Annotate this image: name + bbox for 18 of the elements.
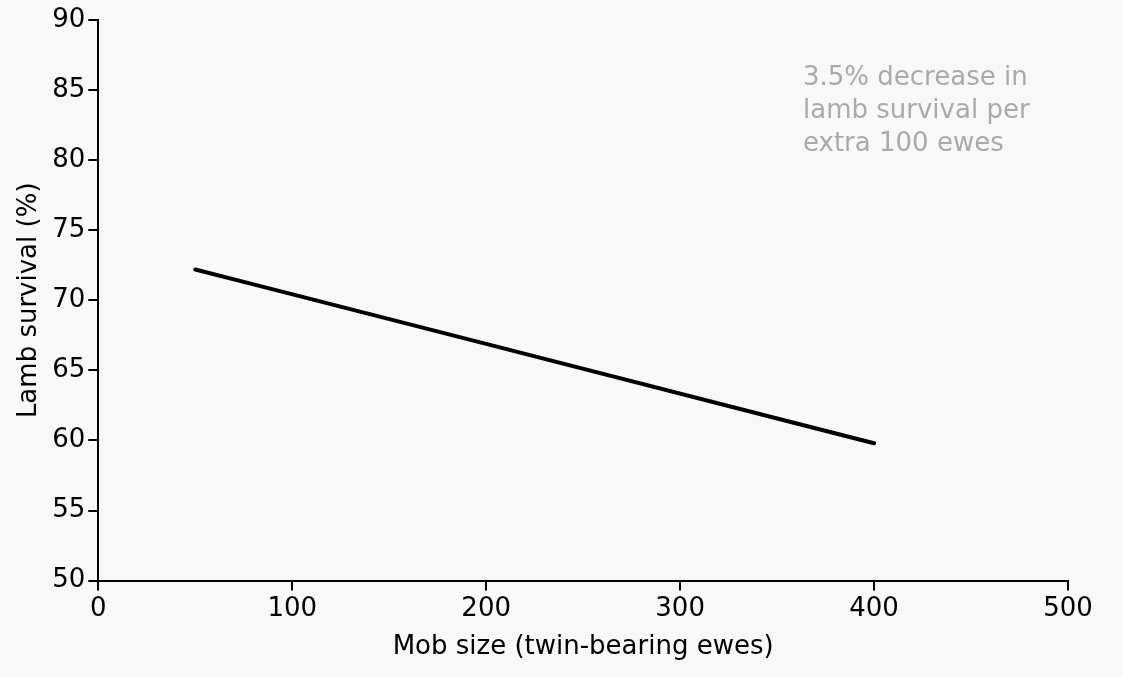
x-axis-title: Mob size (twin-bearing ewes) [392,630,774,661]
y-axis-title: Lamb survival (%) [12,182,43,419]
y-tick-label: 75 [52,212,86,243]
x-tick-label: 500 [1043,591,1093,622]
annotation: 3.5% decrease in lamb survival per extra 100 ewes [803,60,1030,157]
x-tick-label: 0 [90,591,107,622]
y-tick-label: 60 [52,423,86,454]
x-tick-label: 200 [461,591,511,622]
x-tick-label: 100 [267,591,318,622]
y-tick-label: 50 [52,563,86,594]
x-tick-label: 400 [849,591,899,622]
y-tick-label: 65 [52,353,86,384]
y-tick-label: 85 [52,72,86,103]
y-tick-label: 90 [52,2,86,33]
x-tick-label: 300 [655,591,705,622]
y-tick-label: 80 [52,142,86,173]
y-tick-label: 55 [52,493,86,524]
y-tick-label: 70 [52,283,86,314]
